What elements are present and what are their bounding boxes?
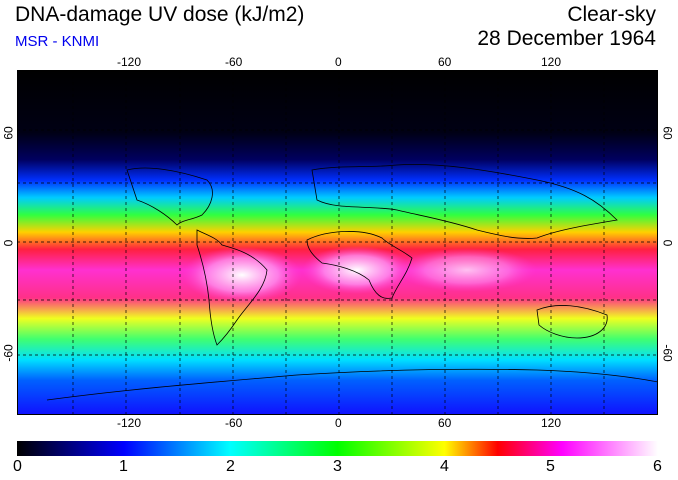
- colorbar-label: 6: [653, 458, 662, 475]
- hotspot-indian-ocean: [397, 248, 537, 292]
- uv-field: [17, 70, 658, 415]
- coastline-south-america: [196, 229, 268, 346]
- coastlines: [46, 163, 658, 401]
- lon-tick-top: -120: [117, 55, 142, 69]
- sky-condition-label: Clear-sky: [567, 3, 656, 26]
- colorbar-label: 3: [333, 458, 342, 475]
- uv-dose-map: [17, 70, 658, 415]
- hotspot-south-america: [182, 247, 302, 303]
- colorbar: [17, 441, 658, 456]
- hotspot-south-atlantic: [302, 246, 412, 294]
- coastline-australia: [536, 305, 608, 339]
- coastline-eurasia: [311, 163, 618, 239]
- source-label: MSR - KNMI: [15, 33, 100, 50]
- lat-tick-right: 60: [660, 126, 675, 140]
- colorbar-label: 2: [226, 458, 235, 475]
- colorbar-label: 1: [119, 458, 128, 475]
- colorbar-label: 5: [546, 458, 555, 475]
- colorbar-label: 4: [440, 458, 449, 475]
- date-label: 28 December 1964: [477, 27, 656, 50]
- lon-tick-bottom: 60: [438, 416, 452, 430]
- lat-tick-right: 0: [660, 239, 675, 247]
- colorbar-label: 0: [13, 458, 22, 475]
- lon-tick-top: 120: [541, 55, 562, 69]
- lon-tick-top: 60: [438, 55, 452, 69]
- lon-tick-bottom: 0: [335, 416, 342, 430]
- lon-tick-bottom: -120: [117, 416, 142, 430]
- lat-tick-left: 60: [1, 126, 16, 140]
- lon-tick-bottom: -60: [225, 416, 243, 430]
- lat-tick-left: -60: [1, 344, 16, 362]
- lon-tick-top: 0: [335, 55, 342, 69]
- colorbar-gradient: [17, 441, 658, 456]
- lat-tick-right: -60: [660, 344, 675, 362]
- graticule: [17, 70, 658, 415]
- coastline-north-america: [126, 167, 213, 226]
- coastline-africa: [306, 231, 413, 299]
- coastline-antarctica: [46, 368, 658, 401]
- lat-tick-left: 0: [1, 239, 16, 247]
- lon-tick-bottom: 120: [541, 416, 562, 430]
- lon-tick-top: -60: [225, 55, 243, 69]
- map-title: DNA-damage UV dose (kJ/m2): [15, 3, 305, 26]
